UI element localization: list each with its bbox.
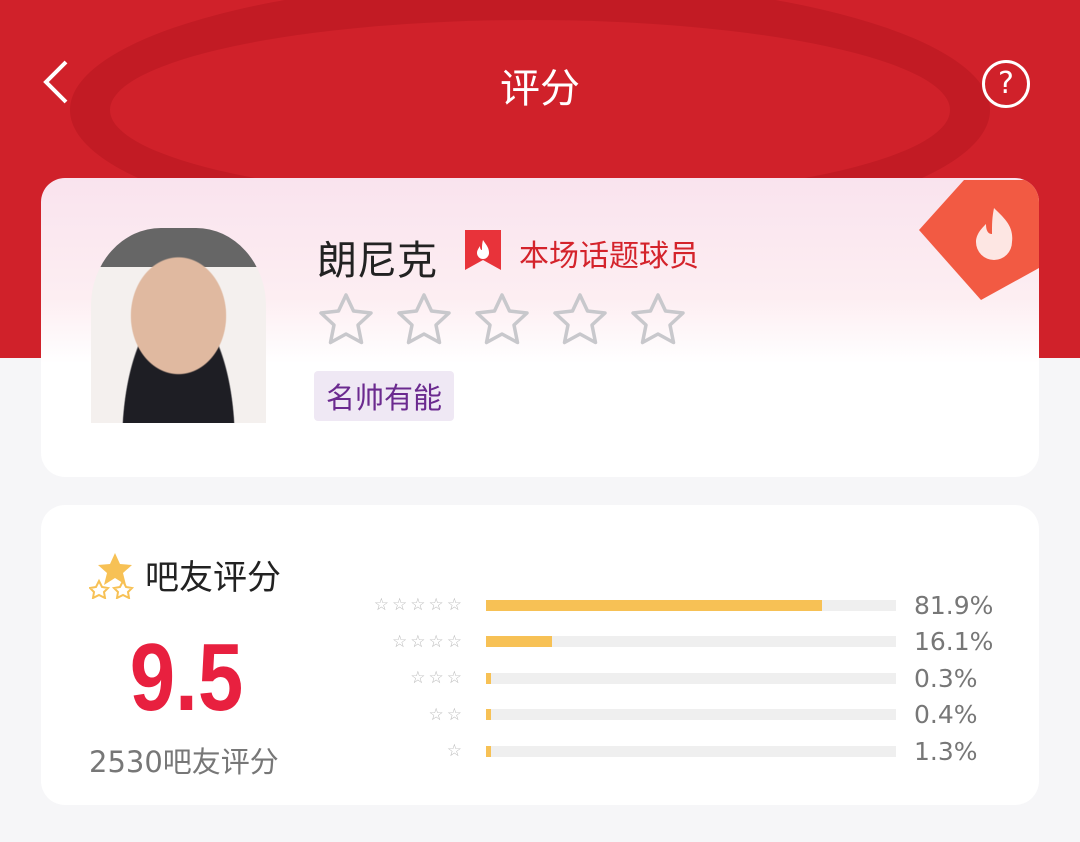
player-card: 朗尼克 本场话题球员 名帅有能 [41, 178, 1039, 477]
rating-count: 2530吧友评分 [89, 745, 279, 779]
bar-track [486, 636, 896, 647]
stars-icon [89, 552, 135, 599]
bar-fill [486, 709, 492, 720]
page-title: 评分 [500, 66, 580, 112]
player-avatar [91, 228, 266, 423]
row-stars: ☆ [446, 741, 465, 761]
topic-player-badge: 本场话题球员 [519, 239, 699, 274]
bar-fill [486, 672, 492, 684]
row-percent: 0.3% [914, 663, 978, 693]
bar-track [486, 709, 896, 720]
fire-badge-icon [465, 230, 501, 270]
star-icon[interactable] [551, 292, 609, 346]
star-icon[interactable] [473, 292, 531, 346]
chevron-left-icon[interactable] [36, 58, 84, 106]
fan-rating-card: 吧友评分 9.5 2530吧友评分 ☆☆☆☆☆ 81.9% ☆☆☆☆ 16.1% ☆☆☆… [41, 505, 1039, 805]
row-percent: 1.3% [914, 736, 978, 766]
row-stars: ☆☆ [428, 704, 465, 725]
star-icon[interactable] [317, 292, 375, 346]
section-title: 吧友评分 [145, 558, 281, 598]
bar-fill [486, 599, 822, 611]
star-icon[interactable] [395, 292, 453, 346]
row-percent: 0.4% [914, 700, 978, 729]
distribution-row: ☆☆ 0.4% [341, 697, 1001, 733]
distribution-row: ☆☆☆ 0.3% [341, 660, 1001, 696]
row-percent: 16.1% [914, 627, 994, 656]
row-stars: ☆☆☆☆ [392, 631, 465, 652]
hot-corner-icon [919, 180, 1039, 300]
bar-track [486, 745, 896, 757]
bar-track [486, 672, 896, 684]
row-stars: ☆☆☆☆☆ [373, 595, 465, 615]
section-header: 吧友评分 [89, 550, 281, 599]
rating-stars[interactable] [317, 292, 687, 346]
distribution-row: ☆☆☆☆☆ 81.9% [341, 587, 1001, 623]
row-stars: ☆☆☆ [410, 668, 465, 688]
player-tag: 名帅有能 [314, 371, 455, 421]
distribution-row: ☆ 1.3% [341, 733, 1001, 769]
player-name: 朗尼克 [317, 238, 437, 284]
bar-fill [486, 636, 552, 647]
star-icon[interactable] [629, 292, 687, 346]
average-score: 9.5 [129, 624, 244, 731]
question-circle-icon[interactable]: ? [982, 60, 1030, 108]
row-percent: 81.9% [914, 590, 994, 620]
bar-fill [486, 745, 492, 757]
distribution-row: ☆☆☆☆ 16.1% [341, 624, 1001, 660]
bar-track [486, 599, 896, 611]
